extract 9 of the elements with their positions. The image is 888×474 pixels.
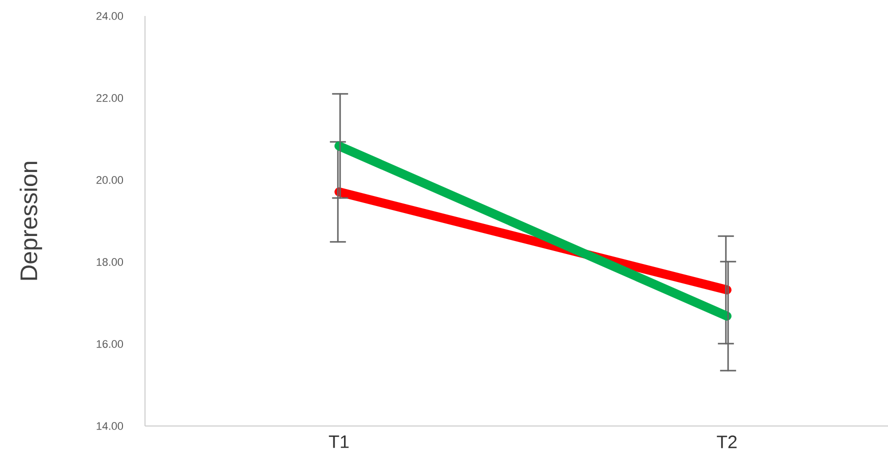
x-tick-label: T1 bbox=[328, 436, 349, 448]
y-tick-label: 14.00 bbox=[96, 422, 124, 430]
y-tick-label: 24.00 bbox=[96, 12, 124, 20]
y-tick-label: 18.00 bbox=[96, 258, 124, 266]
y-axis-title: Depression bbox=[20, 162, 42, 280]
x-tick-label: T2 bbox=[716, 436, 737, 448]
y-tick-label: 20.00 bbox=[96, 176, 124, 184]
y-tick-label: 22.00 bbox=[96, 94, 124, 102]
y-tick-label: 16.00 bbox=[96, 340, 124, 348]
